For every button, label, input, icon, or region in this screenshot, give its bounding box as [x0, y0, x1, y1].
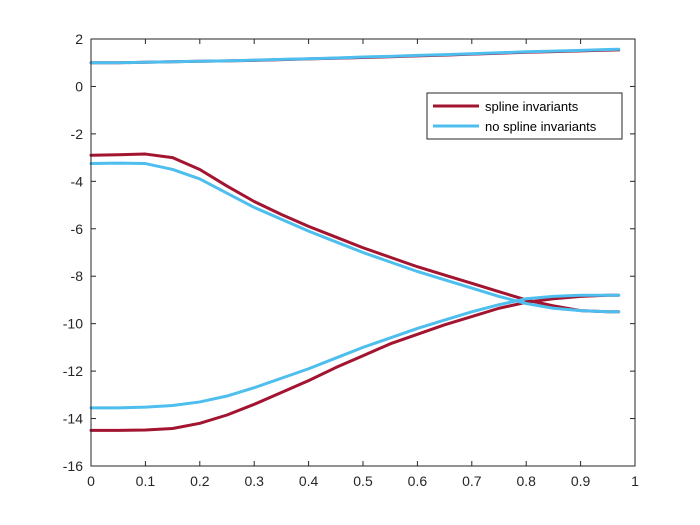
legend-box: [426, 92, 623, 140]
x-tick-label: 0: [87, 473, 95, 489]
series-2-line-2: [89, 161, 621, 314]
y-tick-label: 2: [75, 31, 83, 47]
y-tick-label: -14: [63, 411, 83, 427]
y-tick-label: 0: [75, 78, 83, 94]
x-tick-label: 0.7: [462, 473, 482, 489]
x-tick-label: 0.6: [408, 473, 428, 489]
x-tick-label: 0.5: [353, 473, 373, 489]
y-tick-label: -8: [71, 268, 84, 284]
legend-label-1: spline invariants: [485, 99, 579, 114]
legend-label-2: no spline invariants: [485, 119, 597, 134]
y-tick-label: -12: [63, 363, 83, 379]
y-tick-label: -10: [63, 316, 83, 332]
axes: 0 0.1 0.2 0.3 0.4 0.5 0.6 0.7 0.8 0.9 1 -16 -14 -12 -1…: [63, 31, 639, 489]
x-tick-label: 0.9: [571, 473, 591, 489]
x-tick-label: 0.2: [190, 473, 210, 489]
x-tick-label: 0.4: [299, 473, 319, 489]
x-tick-label: 0.8: [516, 473, 536, 489]
series-2-line-1: [89, 47, 621, 65]
y-tick-label: -6: [71, 221, 84, 237]
y-tick-label: -16: [63, 458, 83, 474]
series-2-line-3: [89, 293, 621, 410]
x-tick-label: 0.1: [136, 473, 156, 489]
x-tick-label: 1: [631, 473, 639, 489]
series-layer: [89, 47, 621, 432]
y-tick-label: -4: [71, 173, 84, 189]
legend: spline invariants no spline invariants: [426, 92, 623, 140]
x-tick-label: 0.3: [244, 473, 264, 489]
y-tick-label: -2: [71, 126, 84, 142]
series-1-line-3: [89, 293, 621, 432]
series-1-line-2: [89, 152, 621, 314]
